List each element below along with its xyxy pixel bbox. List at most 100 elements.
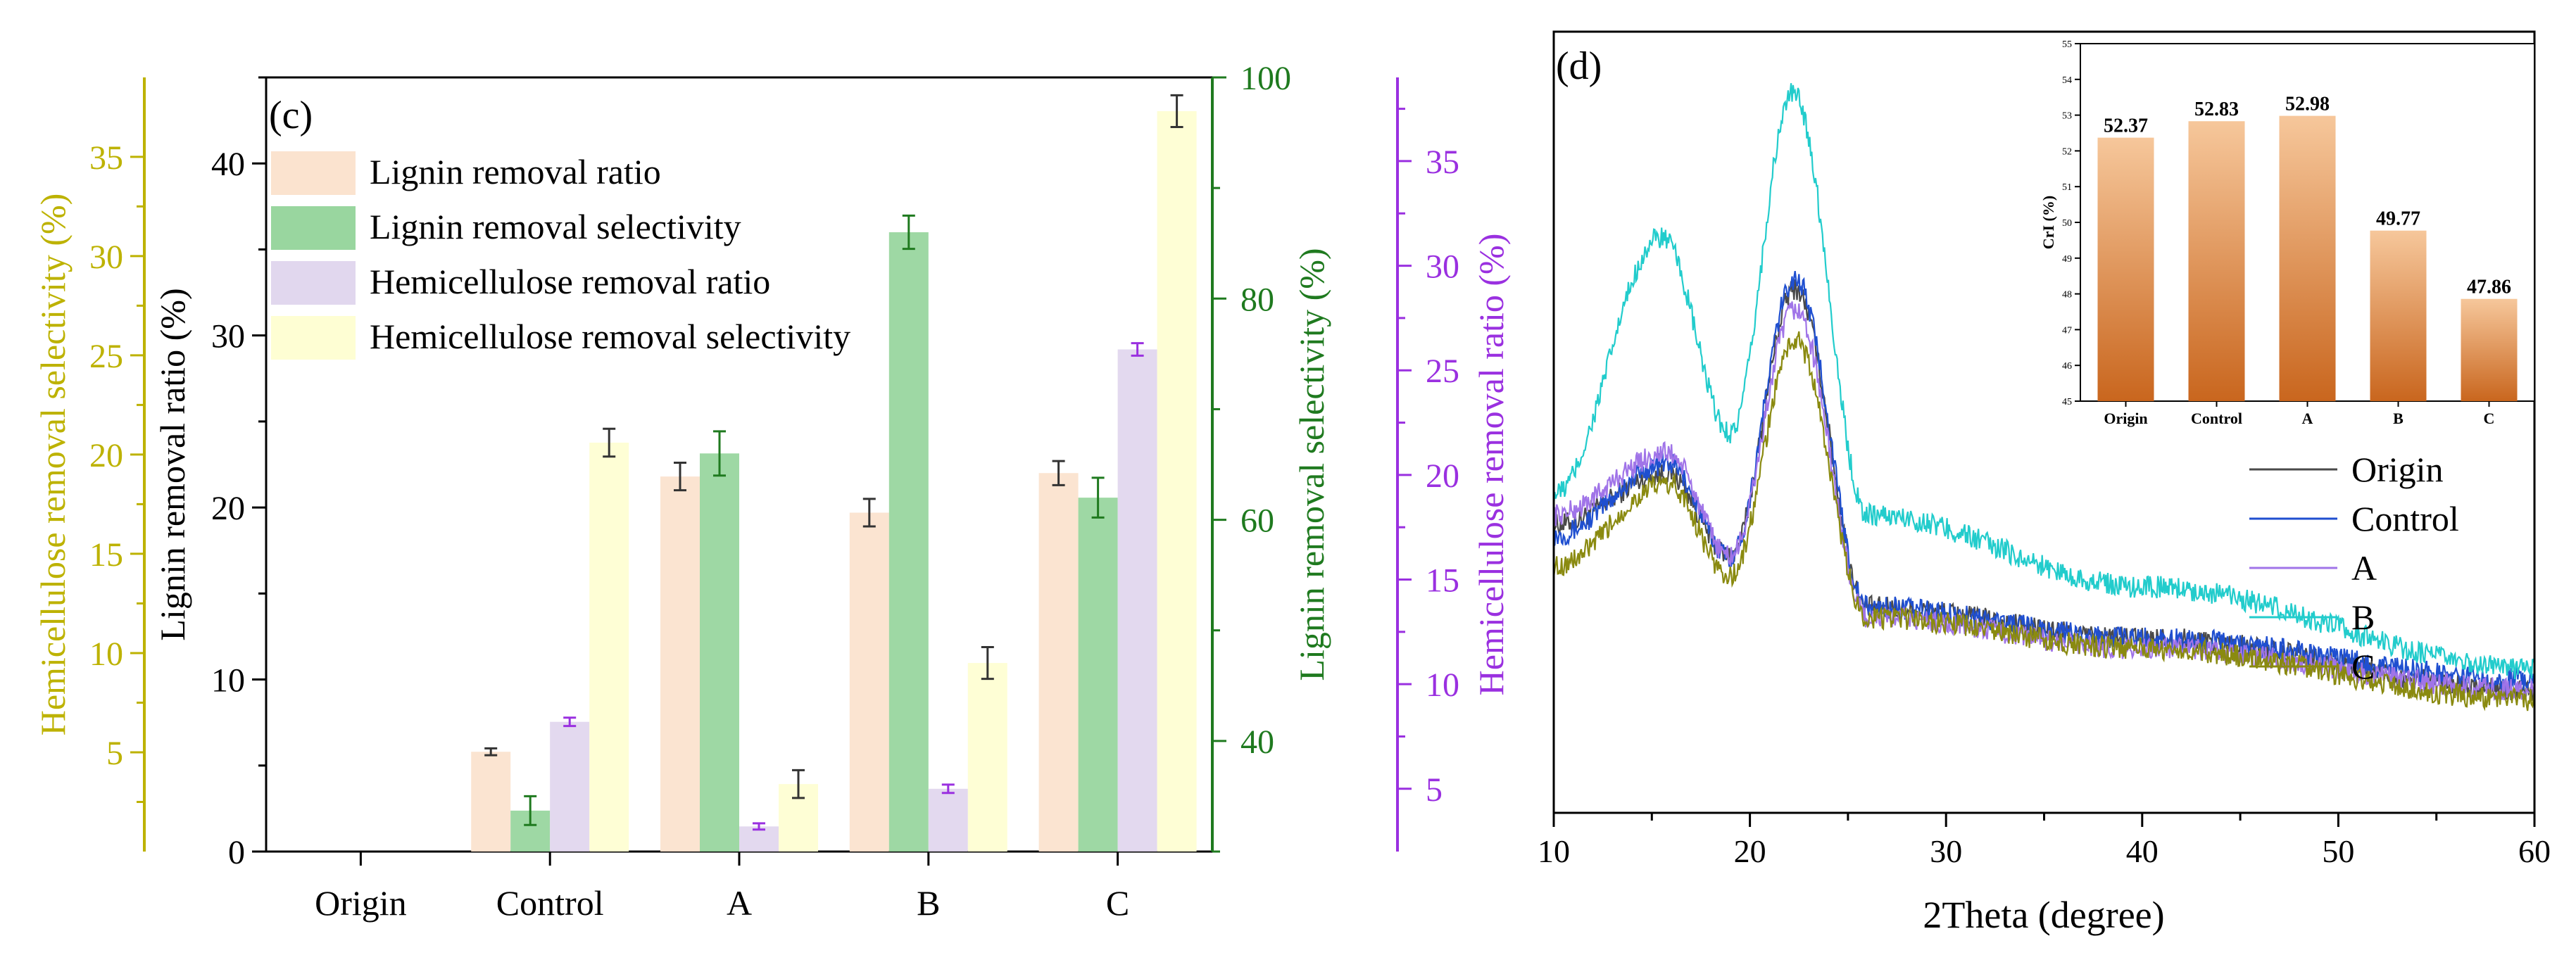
- panel-c-bar-chart: Origin Control A B C 0 10 20 30 40 Lignin removal …: [33, 60, 1511, 923]
- right-outer-tick-label: 10: [1426, 666, 1459, 704]
- legend-label-a: A: [2351, 548, 2377, 588]
- inset-x-tick-label-a: A: [2302, 410, 2313, 427]
- inset-y-tick-label: 48: [2062, 290, 2072, 301]
- error-bar-lignin-removal-selectivity-a: [713, 430, 726, 477]
- left-outer-tick-label: 30: [89, 239, 123, 276]
- left-outer-tick-label: 25: [89, 338, 123, 375]
- x-tick-label-c: C: [1106, 883, 1129, 923]
- inset-bar-c: [2461, 298, 2518, 401]
- right-inner-tick-label: 100: [1240, 60, 1291, 97]
- error-bar-lignin-removal-selectivity-c: [1091, 476, 1105, 519]
- left-outer-axis-title: Hemicellulose removal selectivity (%): [33, 194, 73, 736]
- legend-swatch-lignin-removal-selectivity: [271, 206, 356, 250]
- right-outer-axis-title: Hemicellulose removal ratio (%): [1471, 234, 1511, 696]
- bar-hemicellulose-removal-selectivity-c: [1157, 110, 1197, 852]
- error-bar-lignin-removal-ratio-b: [862, 498, 876, 528]
- legend-label-b: B: [2351, 597, 2375, 637]
- legend-label-c: C: [2351, 647, 2375, 686]
- legend-label-control: Control: [2351, 499, 2459, 538]
- error-bar-lignin-removal-ratio-c: [1052, 460, 1065, 486]
- left-outer-tick-label: 5: [106, 735, 123, 772]
- error-bar-hemicellulose-removal-selectivity-c: [1170, 94, 1183, 129]
- error-bar-lignin-removal-ratio-control: [484, 747, 498, 757]
- right-outer-tick-label: 25: [1426, 353, 1459, 390]
- inset-y-tick-label: 47: [2062, 325, 2072, 336]
- left-inner-tick-label: 0: [228, 834, 245, 871]
- left-inner-tick-label: 20: [211, 490, 245, 527]
- d-x-tick-label: 30: [1930, 833, 1962, 869]
- right-inner-tick-label: 40: [1240, 723, 1274, 761]
- bar-lignin-removal-ratio-a: [660, 476, 700, 852]
- error-bar-hemicellulose-removal-ratio-control: [563, 716, 577, 728]
- bar-hemicellulose-removal-ratio-b: [928, 788, 968, 852]
- error-bar-hemicellulose-removal-ratio-a: [753, 822, 765, 831]
- right-outer-tick-label: 20: [1426, 457, 1459, 495]
- bar-lignin-removal-ratio-b: [849, 512, 889, 852]
- panel-d-legend: Origin Control ABC: [2249, 450, 2459, 686]
- error-bar-hemicellulose-removal-selectivity-b: [981, 645, 994, 681]
- x-tick-label-origin: Origin: [315, 883, 407, 923]
- bar-hemicellulose-removal-ratio-control: [550, 721, 590, 852]
- left-outer-tick-label: 15: [89, 536, 123, 574]
- legend-label-hemicellulose-removal-ratio: Hemicellulose removal ratio: [370, 262, 770, 301]
- xrd-line-c: [1552, 331, 2536, 711]
- right-inner-tick-label: 80: [1240, 281, 1274, 318]
- inset-y-tick-label: 50: [2062, 218, 2072, 229]
- left-outer-tick-label: 20: [89, 437, 123, 474]
- d-x-tick-label: 60: [2518, 833, 2551, 869]
- left-outer-tick-label: 35: [89, 139, 123, 177]
- bar-lignin-removal-ratio-c: [1038, 473, 1079, 852]
- x-tick-label-a: A: [727, 883, 752, 923]
- d-x-tick-label: 50: [2322, 833, 2354, 869]
- bar-hemicellulose-removal-selectivity-b: [967, 663, 1007, 852]
- right-outer-tick-label: 5: [1426, 771, 1443, 809]
- bar-lignin-removal-ratio-control: [471, 752, 511, 852]
- bar-lignin-removal-selectivity-a: [700, 453, 739, 852]
- inset-bar-b: [2370, 230, 2427, 401]
- legend-swatch-hemicellulose-removal-selectivity: [271, 316, 356, 360]
- x-tick-label-control: Control: [496, 883, 604, 923]
- legend-swatch-lignin-removal-ratio: [271, 151, 356, 195]
- inset-y-axis-title: CrI (%): [2040, 196, 2057, 249]
- inset-bar-control: [2188, 121, 2245, 401]
- inset-x-tick-label-origin: Origin: [2104, 410, 2147, 427]
- legend-label-lignin-removal-ratio: Lignin removal ratio: [370, 152, 661, 191]
- left-inner-tick-label: 30: [211, 318, 245, 355]
- d-x-tick-label: 20: [1734, 833, 1766, 869]
- error-bar-lignin-removal-selectivity-b: [902, 214, 915, 251]
- inset-y-tick-label: 53: [2062, 111, 2072, 122]
- panel-d-label: (d): [1556, 44, 1602, 88]
- error-bar-hemicellulose-removal-ratio-c: [1131, 342, 1144, 357]
- inset-bar-origin: [2097, 137, 2154, 401]
- bar-hemicellulose-removal-ratio-c: [1117, 349, 1157, 852]
- x-tick-label-b: B: [917, 883, 940, 923]
- legend-label-hemicellulose-removal-selectivity: Hemicellulose removal selectivity: [370, 317, 850, 356]
- crystallinity-inset: 45 46 47 48 49 50 51 52 53 54 55 CrI (%) 52.37 Origin…: [2040, 39, 2535, 427]
- left-inner-axis-title: Lignin removal ratio (%): [153, 288, 192, 640]
- left-inner-tick-label: 40: [211, 146, 245, 183]
- error-bar-lignin-removal-selectivity-control: [524, 795, 537, 826]
- inset-y-tick-label: 55: [2062, 39, 2072, 50]
- legend-label-origin: Origin: [2351, 450, 2444, 489]
- inset-y-tick-label: 46: [2062, 361, 2072, 372]
- error-bar-hemicellulose-removal-selectivity-control: [603, 427, 616, 458]
- bar-lignin-removal-selectivity-b: [888, 232, 929, 852]
- inset-y-tick-label: 51: [2062, 182, 2072, 193]
- right-inner-tick-label: 60: [1240, 502, 1274, 540]
- inset-data-label-origin: 52.37: [2104, 115, 2148, 137]
- inset-data-label-a: 52.98: [2285, 94, 2330, 115]
- left-outer-tick-label: 10: [89, 635, 123, 673]
- left-inner-tick-label: 10: [211, 662, 245, 700]
- inset-x-tick-label-b: B: [2393, 410, 2404, 427]
- error-bar-hemicellulose-removal-ratio-b: [941, 783, 955, 795]
- inset-x-tick-label-control: Control: [2191, 410, 2242, 427]
- bar-hemicellulose-removal-selectivity-control: [589, 442, 629, 852]
- right-inner-axis-title: Lignin removal selectivity (%): [1292, 248, 1331, 681]
- inset-y-tick-label: 54: [2062, 75, 2072, 86]
- right-outer-tick-label: 30: [1426, 248, 1459, 286]
- panel-d-x-axis-title: 2Theta (degree): [1923, 894, 2164, 936]
- d-x-tick-label: 10: [1538, 833, 1570, 869]
- legend-label-lignin-removal-selectivity: Lignin removal selectivity: [370, 207, 741, 246]
- inset-data-label-c: 47.86: [2467, 277, 2511, 298]
